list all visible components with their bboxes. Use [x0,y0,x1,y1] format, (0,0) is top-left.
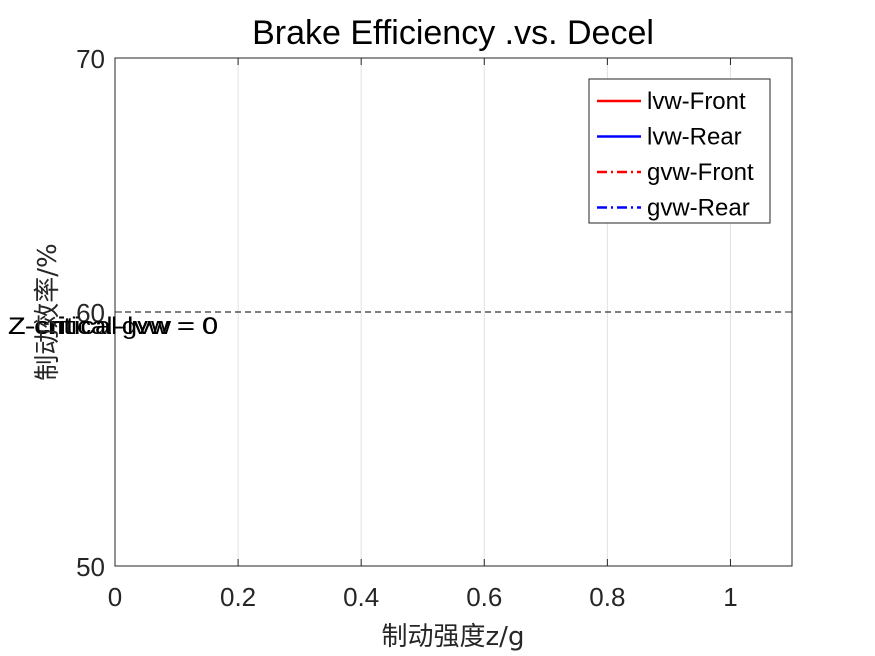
y-tick-label-1: 60 [76,298,105,328]
y-tick-label-2: 70 [76,44,105,74]
x-tick-label-1: 0.2 [220,582,256,612]
legend-label-3: gvw-Rear [647,195,750,222]
x-axis-ticks: 0 0.2 0.4 0.6 0.8 1 [108,58,738,612]
chart-title: Brake Efficiency .vs. Decel [252,14,654,52]
y-axis-ticks: 50 60 70 [76,44,792,582]
legend-label-0: lvw-Front [647,88,746,115]
x-tick-label-2: 0.4 [343,582,379,612]
x-tick-label-5: 1 [723,582,737,612]
legend-label-2: gvw-Front [647,159,754,186]
x-tick-label-0: 0 [108,582,122,612]
annotation-1: Z-critical-gvw = 0 [8,313,218,340]
legend: lvw-Front lvw-Rear gvw-Front gvw-Rear [588,78,771,224]
y-axis-label: 制动效率/% [33,243,63,380]
x-axis-label: 制动强度z/g [382,622,525,652]
annotations: Z-critical-lvw = 0Z-critical-gvw = 0 [8,313,218,340]
x-tick-label-3: 0.6 [466,582,502,612]
legend-box [588,78,771,224]
legend-label-1: lvw-Rear [647,124,742,151]
x-tick-label-4: 0.8 [589,582,625,612]
annotation-0: Z-critical-lvw = 0 [8,313,218,340]
y-tick-label-0: 50 [76,552,105,582]
